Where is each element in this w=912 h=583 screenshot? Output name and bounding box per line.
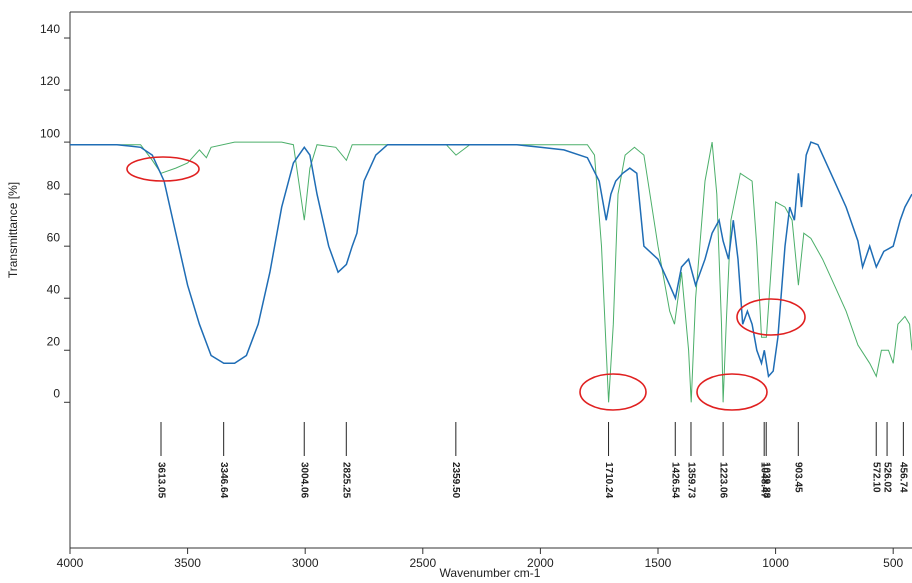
peak-label: 572.10 — [871, 462, 882, 493]
highlight — [579, 373, 647, 411]
y-tick-label: 80 — [47, 178, 61, 192]
x-tick-label: 2000 — [527, 556, 554, 570]
peak-label: 1039.88 — [761, 462, 772, 499]
highlight — [696, 373, 768, 411]
y-tick-label: 20 — [47, 334, 61, 348]
peak-label: 3613.05 — [155, 462, 166, 499]
peak-label: 1223.06 — [717, 462, 728, 499]
x-tick-label: 1500 — [645, 556, 672, 570]
peak-label: 903.45 — [793, 462, 804, 493]
y-tick-label: 140 — [40, 22, 60, 36]
annotations — [126, 156, 806, 411]
peak-label: 1048.47 — [759, 462, 770, 499]
spectrum-line — [70, 141, 912, 378]
plot-area — [70, 141, 912, 403]
y-tick-label: 60 — [47, 230, 61, 244]
y-tick-label: 40 — [47, 282, 61, 296]
x-tick-label: 2500 — [409, 556, 436, 570]
x-tick-label: 4000 — [57, 556, 84, 570]
highlight — [126, 156, 200, 182]
peak-label: 526.02 — [881, 462, 892, 493]
x-axis-label: Wavenumber cm-1 — [440, 566, 541, 580]
peak-label: 456.74 — [898, 462, 909, 493]
x-tick-label: 3000 — [292, 556, 319, 570]
x-tick-label: 3500 — [174, 556, 201, 570]
peak-label: 3004.06 — [299, 462, 310, 499]
peak-label: 1359.73 — [685, 462, 696, 499]
peak-label: 3346.64 — [218, 462, 229, 499]
y-tick-label: 0 — [53, 386, 60, 400]
highlight — [736, 298, 806, 336]
x-tick-label: 1000 — [762, 556, 789, 570]
spectrum-line — [70, 141, 912, 403]
peak-label: 1710.24 — [603, 462, 614, 499]
y-axis-label: Transmittance [%] — [6, 182, 20, 278]
x-tick-label: 500 — [883, 556, 903, 570]
peak-label: 1426.54 — [670, 462, 681, 499]
peak-label: 2825.25 — [341, 462, 352, 499]
y-tick-label: 120 — [40, 74, 60, 88]
peak-label: 2359.50 — [450, 462, 461, 499]
y-tick-label: 100 — [40, 126, 60, 140]
